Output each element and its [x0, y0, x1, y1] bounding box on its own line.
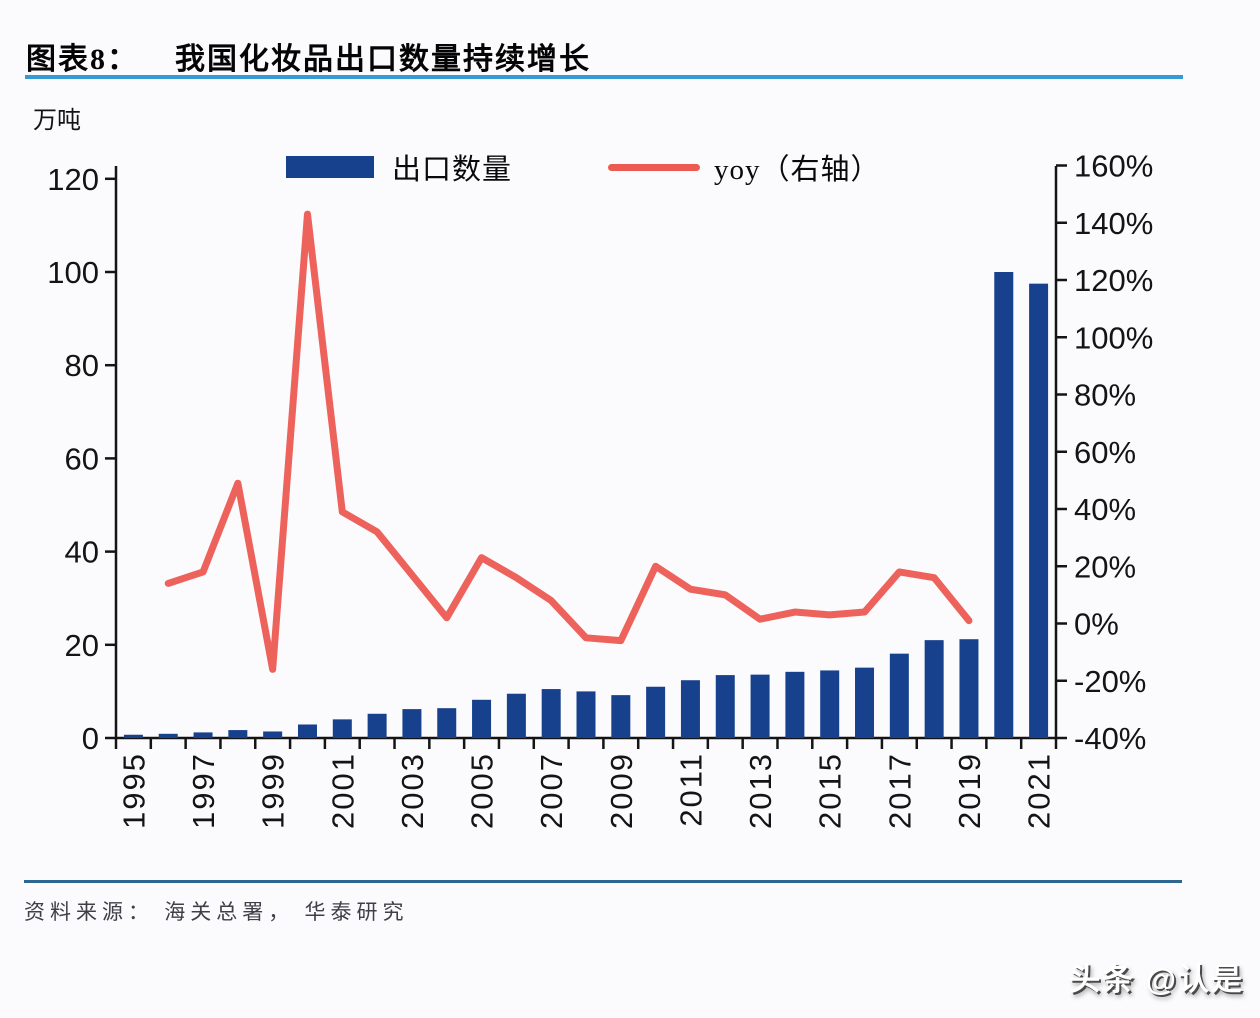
bar-2001 [332, 719, 352, 738]
bar-2010 [646, 686, 666, 738]
bar-2011 [680, 680, 700, 738]
footer-divider [24, 880, 1182, 883]
bar-2002 [367, 713, 387, 738]
left-axis-tick-label: 40 [65, 535, 99, 570]
bar-1999 [263, 731, 283, 738]
bar-1995 [123, 734, 143, 738]
bar-2008 [576, 691, 596, 738]
x-axis-tick-label: 1995 [116, 752, 151, 829]
bar-2017 [889, 653, 909, 738]
bar-1996 [158, 733, 178, 738]
left-axis-tick-label: 120 [47, 162, 99, 197]
bar-1997 [193, 732, 213, 738]
left-axis-tick-label: 60 [65, 441, 99, 476]
bar-2013 [750, 674, 770, 738]
x-axis-tick-label: 2007 [534, 752, 569, 829]
source-text: 资料来源： 海关总署， 华泰研究 [24, 900, 409, 924]
x-axis-tick-label: 2015 [813, 752, 848, 829]
bar-2015 [820, 670, 840, 738]
bar-2019 [959, 639, 979, 738]
left-axis-tick-label: 20 [65, 628, 99, 663]
legend-item-line: yoy（右轴） [608, 152, 881, 186]
right-axis-tick-label: 80% [1074, 378, 1136, 413]
bar-2009 [611, 695, 631, 738]
legend-item-bars: 出口数量 [286, 152, 512, 186]
bar-2006 [506, 693, 526, 738]
left-axis-unit-label: 万吨 [33, 108, 81, 134]
yoy-line [164, 210, 973, 673]
watermark: 头条 @认是 [1069, 962, 1244, 997]
x-axis-tick-label: 2001 [325, 752, 360, 829]
right-axis-tick-label: 20% [1074, 549, 1136, 584]
bar-2014 [785, 671, 805, 738]
x-axis-tick-label: 1999 [256, 752, 291, 829]
bar-2004 [437, 708, 457, 738]
bar-series-swatch [286, 156, 374, 178]
page-title: 我国化妆品出口数量持续增长 [175, 43, 591, 76]
right-axis-tick-label: 140% [1074, 206, 1153, 241]
x-axis-tick-label: 2005 [465, 752, 500, 829]
bar-2021 [1029, 283, 1049, 738]
right-axis-tick-label: -20% [1074, 664, 1146, 699]
bar-2018 [924, 640, 944, 738]
x-axis-tick-label: 2021 [1022, 752, 1057, 829]
x-axis-tick-label: 2009 [604, 752, 639, 829]
right-axis-tick-label: 160% [1074, 149, 1153, 184]
bar-2005 [472, 699, 492, 738]
left-axis-tick-label: 100 [47, 255, 99, 290]
bar-2020 [994, 272, 1014, 738]
left-axis-tick-label: 0 [82, 721, 99, 756]
line-series-label: yoy（右轴） [714, 154, 881, 186]
bar-2003 [402, 709, 422, 738]
x-axis-tick-label: 1997 [186, 752, 221, 829]
bar-1998 [228, 730, 248, 738]
right-axis-tick-label: 60% [1074, 435, 1136, 470]
right-axis-tick-label: 120% [1074, 263, 1153, 298]
x-axis-tick-label: 2011 [673, 752, 708, 827]
x-axis-tick-label: 2003 [395, 752, 430, 829]
left-axis-tick-label: 80 [65, 348, 99, 383]
figure-label: 图表8： [26, 43, 139, 76]
title-underline [25, 75, 1183, 79]
x-axis-tick-label: 2013 [743, 752, 778, 829]
bar-2016 [855, 667, 875, 738]
right-axis-tick-label: 100% [1074, 320, 1153, 355]
bar-series-label: 出口数量 [392, 154, 513, 186]
bar-2012 [715, 675, 735, 738]
chart-header: 图表8： 我国化妆品出口数量持续增长 [26, 34, 591, 78]
right-axis-tick-label: 40% [1074, 492, 1136, 527]
x-axis-tick-label: 2019 [952, 752, 987, 829]
x-axis-tick-label: 2017 [882, 752, 917, 829]
line-series-swatch [608, 163, 700, 171]
right-axis-tick-label: 0% [1074, 607, 1119, 642]
bar-2000 [297, 724, 317, 738]
right-axis-tick-label: -40% [1074, 721, 1146, 756]
bar-2007 [541, 689, 561, 738]
